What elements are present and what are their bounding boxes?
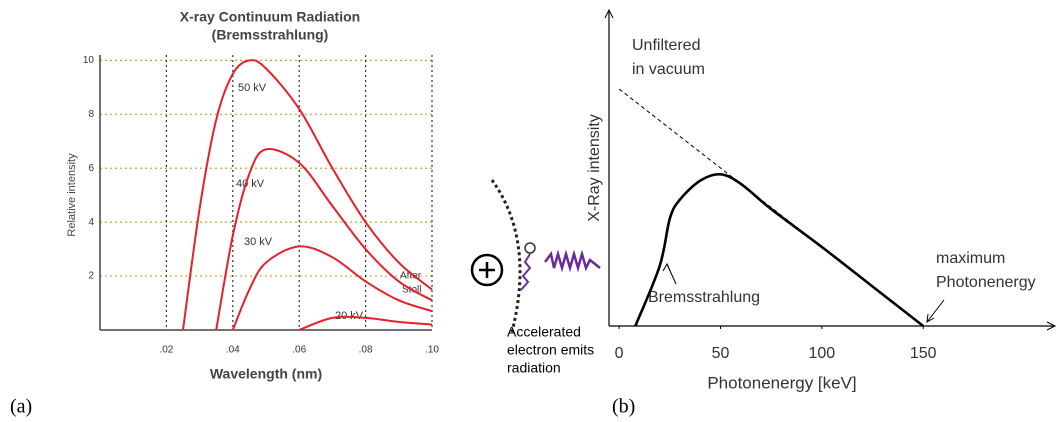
electron <box>524 242 536 254</box>
photon <box>544 249 601 273</box>
diagram-label: electron emits <box>507 342 594 358</box>
annotation-arrowhead <box>662 262 671 272</box>
x-tick-label: .02 <box>159 345 173 356</box>
chart-title: X-ray Continuum Radiation <box>180 9 360 25</box>
x-tick-label: .06 <box>292 345 306 356</box>
annotation: Unfiltered <box>632 37 700 54</box>
x-axis-arrow <box>1046 321 1057 331</box>
x-tick-label: .08 <box>359 345 373 356</box>
caption: (a) <box>10 396 32 418</box>
chart-subtitle: (Bremsstrahlung) <box>212 27 329 43</box>
annotation-arrow <box>926 299 945 323</box>
y-tick-label: 6 <box>88 163 94 174</box>
x-tick-label: 0 <box>615 345 624 362</box>
series-line <box>634 172 925 328</box>
y-axis-arrow <box>604 8 614 19</box>
diagram-label: radiation <box>507 360 561 376</box>
caption: (b) <box>612 396 635 418</box>
annotation: in vacuum <box>632 61 705 78</box>
series-line <box>182 59 433 331</box>
annotation: After <box>400 271 422 282</box>
x-axis-label: Photonenergy [keV] <box>707 373 856 392</box>
curve-label: 40 kV <box>236 178 265 190</box>
x-tick-label: .10 <box>425 345 439 356</box>
x-tick-label: 100 <box>809 345 836 362</box>
curve-label: 20 kV <box>335 310 364 322</box>
annotation-arrowhead <box>926 313 935 323</box>
diagram-label: Accelerated <box>507 324 581 340</box>
nucleus <box>470 253 504 287</box>
x-axis-label: Wavelength (nm) <box>210 366 322 382</box>
series-line <box>215 148 433 331</box>
y-axis-label: X-Ray intensity <box>586 114 603 222</box>
annotation: Bremsstrahlung <box>648 289 760 306</box>
x-tick-label: 150 <box>910 345 937 362</box>
x-tick-label: 50 <box>712 345 730 362</box>
annotation: maximum <box>936 250 1005 267</box>
series-line <box>231 245 433 331</box>
electron-diagram: Accelerated electron emits radiation <box>470 179 601 376</box>
y-axis-label: Relative intensity <box>66 153 78 237</box>
electron-path <box>490 179 522 333</box>
deflection <box>520 253 532 291</box>
annotation: Photonenergy <box>936 274 1036 291</box>
y-tick-label: 4 <box>88 217 94 228</box>
x-tick-label: .04 <box>226 345 240 356</box>
series-line <box>298 315 433 331</box>
y-tick-label: 10 <box>83 55 95 66</box>
curve-label: 50 kV <box>238 82 267 94</box>
y-tick-label: 8 <box>88 109 94 120</box>
y-tick-label: 2 <box>88 271 94 282</box>
curve-label: 30 kV <box>244 236 273 248</box>
